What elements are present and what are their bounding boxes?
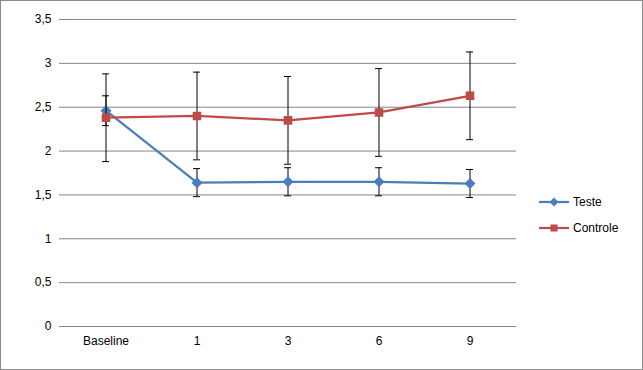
svg-text:2,5: 2,5 — [35, 100, 52, 114]
svg-text:3: 3 — [285, 334, 292, 348]
svg-text:2: 2 — [45, 144, 52, 158]
svg-text:1,5: 1,5 — [35, 188, 52, 202]
svg-text:0,5: 0,5 — [35, 275, 52, 289]
html-text:Teste: Teste — [573, 195, 602, 209]
svg-text:3,5: 3,5 — [35, 12, 52, 26]
svg-text:1: 1 — [194, 334, 201, 348]
html-text:Controle: Controle — [573, 221, 619, 235]
svg-text:1: 1 — [45, 232, 52, 246]
svg-text:9: 9 — [467, 334, 474, 348]
svg-text:Baseline: Baseline — [83, 334, 129, 348]
svg-text:6: 6 — [376, 334, 383, 348]
svg-text:0: 0 — [45, 319, 52, 333]
svg-text:3: 3 — [45, 56, 52, 70]
